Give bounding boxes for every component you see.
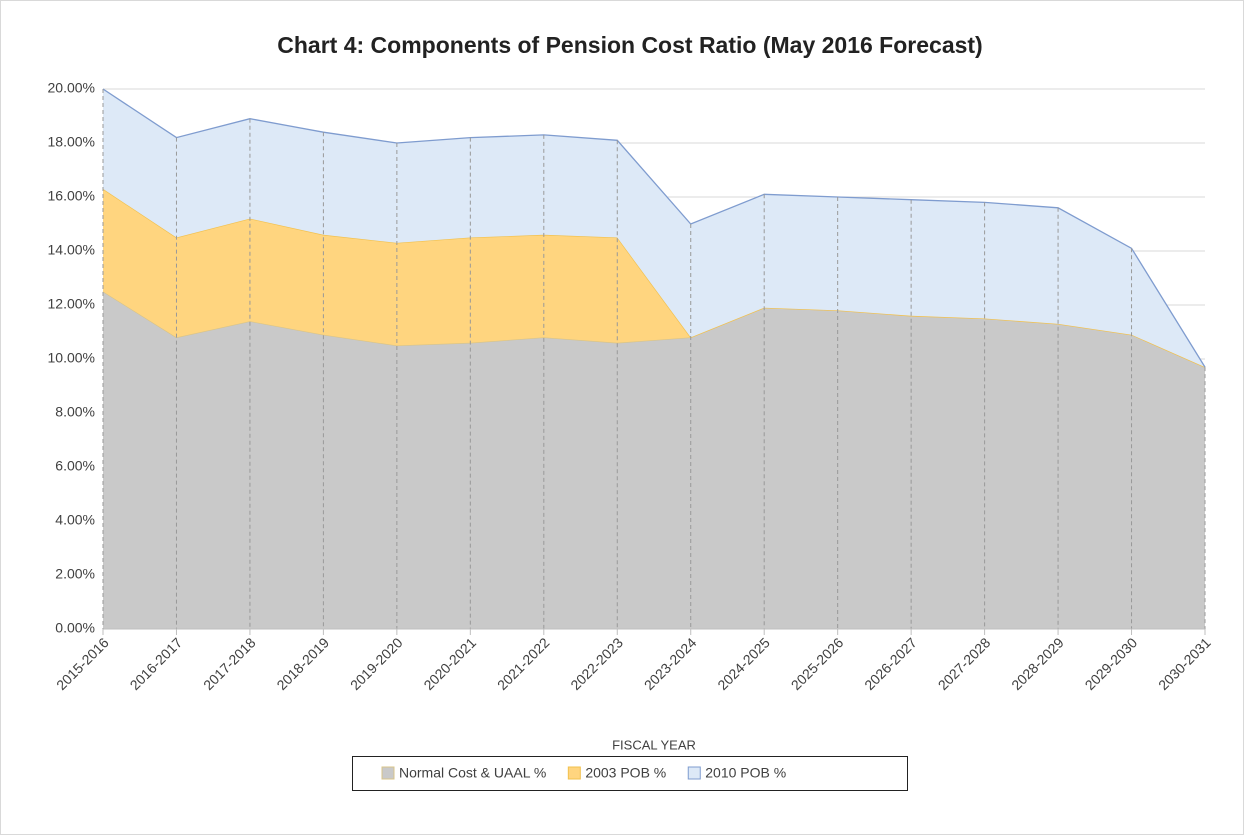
y-tick-label: 14.00% [48, 242, 95, 258]
chart-title: Chart 4: Components of Pension Cost Rati… [277, 32, 982, 58]
y-tick-label: 8.00% [55, 404, 95, 420]
y-tick-label: 2.00% [55, 566, 95, 582]
y-tick-label: 4.00% [55, 512, 95, 528]
legend-swatch [567, 766, 581, 780]
y-tick-label: 10.00% [48, 350, 95, 366]
x-axis-title: FISCAL YEAR [612, 737, 696, 752]
area [103, 291, 1205, 629]
area [103, 188, 1205, 368]
legend-box [352, 756, 908, 791]
y-tick-label: 18.00% [48, 134, 95, 150]
y-tick-label: 6.00% [55, 458, 95, 474]
y-tick-label: 16.00% [48, 188, 95, 204]
legend-label: 2010 POB % [705, 765, 786, 781]
y-tick-label: 0.00% [55, 620, 95, 636]
y-tick-label: 12.00% [48, 296, 95, 312]
area-line [102, 88, 1206, 368]
area [103, 89, 1205, 368]
y-tick-label: 20.00% [48, 80, 95, 96]
legend-label: Normal Cost & UAAL % [399, 765, 546, 781]
legend-label: 2003 POB % [585, 765, 666, 781]
legend-swatch [381, 766, 395, 780]
legend-swatch [687, 766, 701, 780]
